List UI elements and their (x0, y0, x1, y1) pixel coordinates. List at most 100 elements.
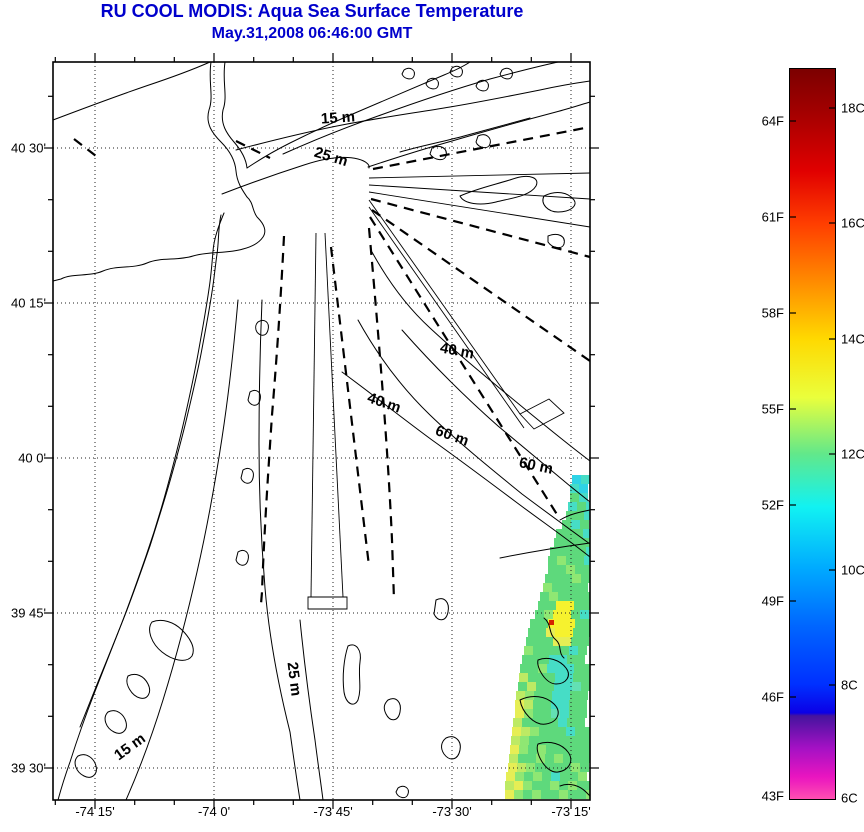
fan-line-2 (368, 184, 591, 200)
lon-label-74-0: -74 0' (197, 804, 231, 819)
map-frame (52, 61, 591, 801)
depth-contours (125, 80, 591, 801)
cloud-edge-6 (559, 509, 591, 521)
dashed-track-6 (329, 246, 371, 567)
lagoon-island-4 (74, 754, 97, 778)
islet-top-5 (499, 67, 513, 80)
contour-60m-east (357, 319, 591, 545)
cb-label-14c: 14C (841, 331, 864, 347)
dashed-track-3 (371, 209, 591, 362)
hudson-river-east-bank (221, 61, 248, 169)
cb-label-52f: 52F (761, 497, 784, 513)
li-lagoon-line (399, 117, 531, 153)
islet-li-2 (475, 134, 491, 149)
shelf-lump-3 (240, 467, 254, 484)
contour-25m-north (221, 156, 370, 195)
sst-pixels (505, 475, 590, 799)
cb-label-18c: 18C (841, 100, 864, 116)
cb-label-49f: 49F (761, 593, 784, 609)
dashed-track-4 (369, 216, 559, 517)
contour-patch-cross (499, 542, 591, 559)
hudson-river-west-bank (207, 61, 248, 198)
center-island-3 (433, 598, 449, 621)
survey-fan-lines (307, 172, 591, 610)
nj-coast-inner (79, 214, 222, 728)
dashed-track-coastal (259, 235, 286, 605)
swath-end-box (307, 596, 348, 610)
li-shoal-3 (547, 233, 565, 249)
shelf-lump-2 (247, 389, 261, 406)
center-island-1 (342, 644, 361, 705)
page-subtitle-timestamp: May.31,2008 06:46:00 GMT (211, 25, 413, 42)
center-island-2 (383, 698, 401, 721)
contour-label-15m-north: 15 m (320, 108, 356, 128)
raritan-bay-south-shore (52, 248, 244, 282)
swath-right-line (324, 232, 344, 598)
swath-left-line (310, 232, 317, 598)
lon-label-73-15: -73 15' (551, 804, 591, 819)
lagoon-island-2 (126, 673, 151, 699)
fan-line-1 (368, 172, 591, 179)
bottom-squiggle (395, 785, 409, 799)
lat-label-40-0: 40 0' (18, 450, 46, 466)
islet-top-4 (475, 79, 489, 92)
li-shoal-2 (542, 192, 576, 213)
lagoon-island-1 (149, 619, 194, 661)
contour-15m-north (235, 80, 591, 151)
contour-40m-west (341, 371, 591, 558)
cb-label-46f: 46F (761, 689, 784, 705)
lon-label-73-45: -73 45' (313, 804, 353, 819)
li-sound-shore-2 (282, 61, 559, 155)
lon-label-73-30: -73 30' (432, 804, 472, 819)
graticule-dotted (53, 62, 590, 800)
cb-label-58f: 58F (761, 305, 784, 321)
axis-ticks (44, 53, 599, 809)
cloud-edge-1 (543, 617, 565, 659)
page-title: RU COOL MODIS: Aqua Sea Surface Temperat… (100, 1, 524, 21)
contour-15m-coastal (125, 299, 239, 801)
fan-line-3 (368, 191, 591, 228)
cb-label-8c: 8C (841, 677, 858, 693)
cloud-edge-4 (536, 741, 572, 773)
islet-top-3 (449, 65, 463, 78)
contour-40m-east (371, 251, 591, 462)
connecticut-shore (52, 61, 211, 121)
narrows-staten-island (242, 196, 266, 250)
contour-60m-far (401, 329, 591, 503)
contour-25m-coastal (258, 299, 301, 801)
long-island-south-shore (367, 101, 591, 168)
cb-label-16c: 16C (841, 215, 864, 231)
lat-label-40-30: 40 30' (10, 140, 46, 156)
dashed-track-2 (370, 197, 591, 259)
waypoint-diamond (519, 398, 565, 430)
cb-label-10c: 10C (841, 562, 864, 578)
lat-label-39-45: 39 45' (10, 605, 46, 621)
cb-label-64f: 64F (761, 113, 784, 129)
dashed-track-1 (372, 125, 591, 171)
islet-li-1 (429, 145, 447, 161)
coastline-paths (52, 61, 591, 801)
contour-25m-coastal-2 (299, 619, 324, 801)
cloud-edge-5 (559, 783, 591, 797)
cloud-edge-2 (537, 657, 569, 685)
fan-line-5 (368, 206, 525, 429)
nj-coast-outer (57, 212, 225, 801)
temperature-colorbar (789, 68, 836, 800)
lat-label-39-30: 39 30' (10, 760, 46, 776)
islet-top-2 (425, 77, 439, 90)
dashed-segment-harbor (235, 140, 271, 159)
cb-label-12c: 12C (841, 446, 864, 462)
shelf-lump-4 (235, 549, 249, 566)
center-island-4 (441, 736, 461, 760)
islet-top-1 (401, 67, 415, 80)
dashed-segment-west (73, 138, 97, 157)
dashed-track-5 (367, 227, 396, 601)
fan-line-4 (368, 199, 521, 415)
dashed-track-lines (73, 125, 591, 605)
long-island-north-shore (246, 61, 471, 169)
shelf-lump-1 (255, 319, 269, 336)
lagoon-island-3 (104, 710, 127, 734)
lon-label-74-15: -74 15' (75, 804, 115, 819)
